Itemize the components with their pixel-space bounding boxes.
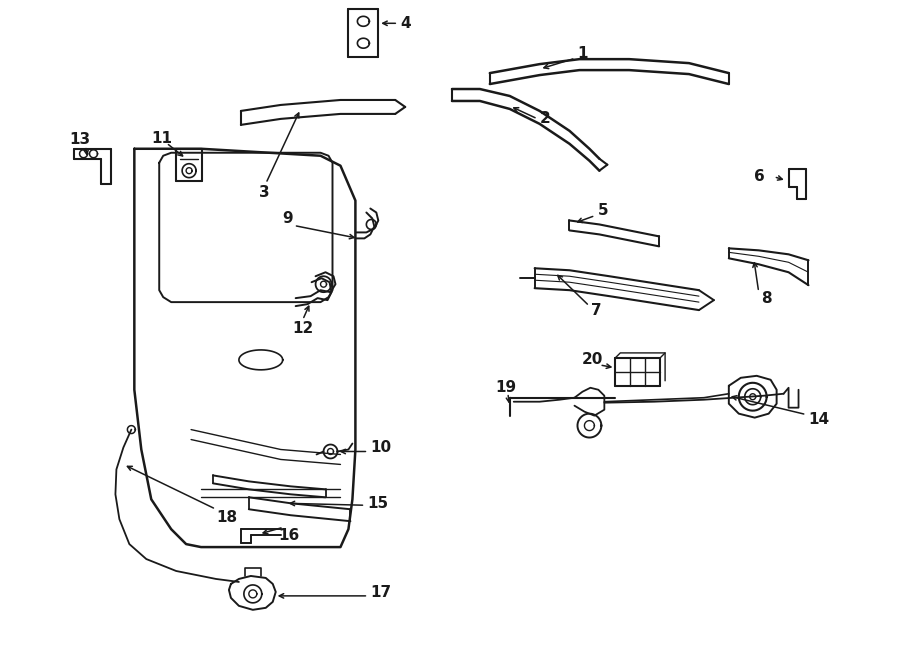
Text: 5: 5 [598,203,608,218]
Text: 3: 3 [259,185,269,200]
Text: 1: 1 [578,46,588,61]
Text: 18: 18 [216,510,237,525]
Text: 12: 12 [292,321,314,336]
Text: 7: 7 [591,303,602,317]
Text: 20: 20 [581,352,603,368]
Text: 17: 17 [370,586,392,600]
Text: 11: 11 [151,132,172,146]
Text: 16: 16 [279,527,300,543]
Text: 10: 10 [370,440,392,455]
Text: 8: 8 [760,291,771,305]
Text: 4: 4 [400,16,410,31]
Text: 19: 19 [496,380,517,395]
Text: 9: 9 [283,211,293,226]
Text: 2: 2 [540,112,551,126]
Text: 15: 15 [367,496,389,511]
Text: 14: 14 [808,412,830,427]
Text: 13: 13 [69,132,91,147]
Text: 6: 6 [753,169,764,184]
